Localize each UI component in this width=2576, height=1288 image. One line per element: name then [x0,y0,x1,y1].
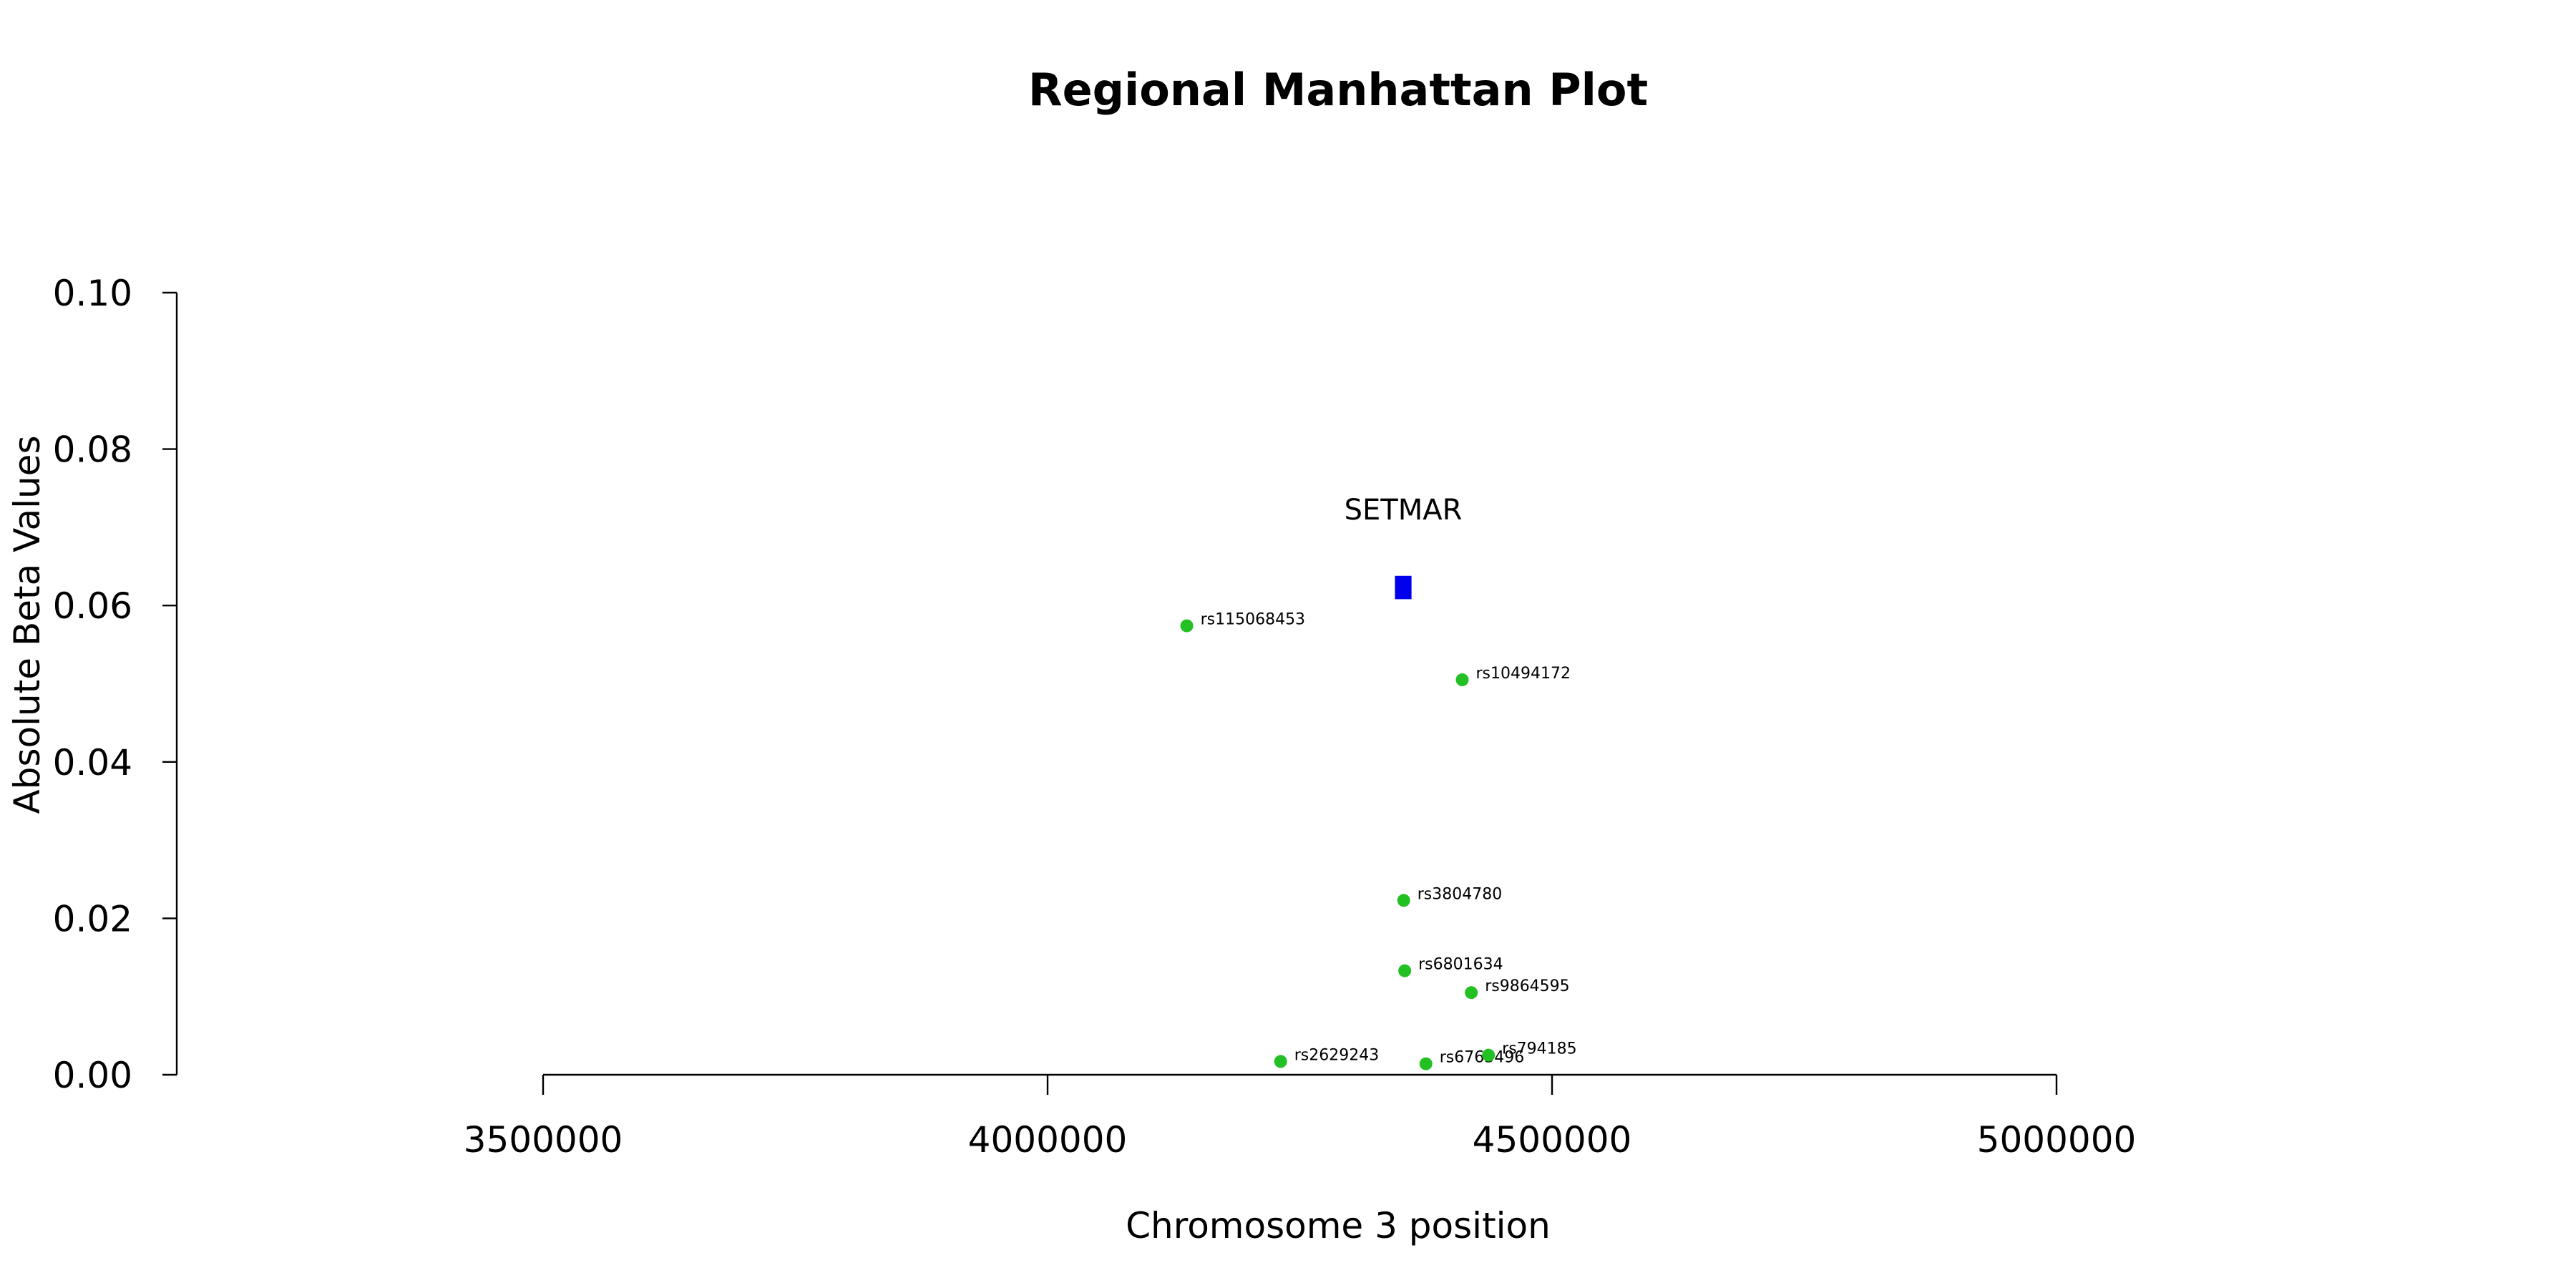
snp-label: rs10494172 [1476,665,1571,683]
snp-point [1274,1055,1287,1068]
gene-bar [1395,575,1412,600]
x-tick-label: 5000000 [1977,1119,2137,1161]
y-tick-label: 0.02 [53,898,132,940]
snp-label: rs6801634 [1418,956,1503,974]
gene-label: SETMAR [1345,494,1463,527]
snp-point [1398,964,1412,977]
snp-point [1465,986,1478,1000]
y-tick-label: 0.00 [53,1055,132,1096]
gene-track: SETMAR [1345,494,1463,600]
y-tick-label: 0.06 [53,585,132,627]
x-tick-label: 4500000 [1473,1119,1632,1161]
snp-points: rs115068453 rs10494172 rs3804780 rs6801634 r… [1180,611,1577,1070]
x-axis-title: Chromosome 3 position [1126,1205,1551,1246]
x-tick-label: 4000000 [968,1119,1128,1161]
snp-point [1419,1057,1433,1070]
snp-label: rs6763496 [1440,1049,1525,1067]
snp-point [1482,1048,1496,1062]
snp-label: rs3804780 [1418,885,1503,903]
y-tick-label: 0.10 [53,273,132,314]
y-axis-title: Absolute Beta Values [6,436,48,814]
y-tick-label: 0.08 [53,429,132,471]
x-tick-label: 3500000 [464,1119,623,1161]
y-tick-label: 0.04 [53,742,132,784]
y-axis-ticks: 0.00 0.02 0.04 0.06 0.08 0.10 [53,273,177,1096]
snp-point [1397,894,1410,907]
snp-label: rs115068453 [1201,611,1305,629]
snp-label: rs9864595 [1485,977,1570,995]
x-axis-ticks: 3500000 4000000 4500000 5000000 [464,1075,2137,1161]
snp-point [1455,673,1469,687]
chart-title: Regional Manhattan Plot [1028,64,1648,116]
snp-label: rs2629243 [1294,1046,1380,1064]
snp-point [1180,619,1194,633]
snp-label: rs794185 [1502,1040,1577,1058]
